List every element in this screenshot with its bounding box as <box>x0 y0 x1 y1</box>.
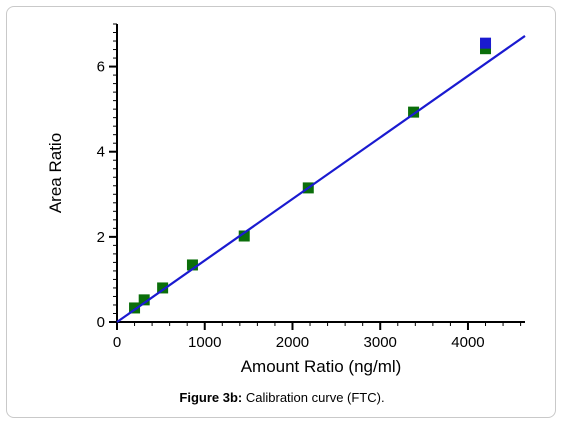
y-tick-label: 0 <box>97 314 105 331</box>
data-point-marker <box>186 259 198 271</box>
data-point-marker <box>129 302 141 314</box>
plot-area: 0 2 4 6 0 1000 2000 3000 4000 Amount Ratio (ng/ml… <box>46 23 526 376</box>
y-axis-title: Area Ratio <box>46 133 65 213</box>
x-tick-label: 4000 <box>451 334 484 351</box>
figure-frame <box>6 6 556 418</box>
y-tick-label: 4 <box>97 144 105 161</box>
data-point-marker <box>408 106 420 118</box>
data-point-marker <box>480 43 492 55</box>
x-tick-label: 3000 <box>364 334 397 351</box>
y-tick-label: 6 <box>97 59 105 76</box>
x-tick-label: 0 <box>113 334 121 351</box>
y-tick-label: 2 <box>97 229 105 246</box>
x-tick-label: 1000 <box>188 334 221 351</box>
x-axis-title: Amount Ratio (ng/ml) <box>241 357 402 376</box>
data-point-marker <box>138 294 150 306</box>
caption-text: Calibration curve (FTC). <box>245 390 385 405</box>
calibration-chart: 0 2 4 6 0 1000 2000 3000 4000 Amount Ratio (ng/ml… <box>46 23 526 376</box>
x-tick-label: 2000 <box>276 334 309 351</box>
data-point-marker <box>480 37 492 49</box>
figure-caption: Figure 3b: Calibration curve (FTC). <box>0 390 564 405</box>
data-point-marker <box>157 282 169 294</box>
regression-line <box>116 35 526 323</box>
caption-label: Figure 3b: <box>179 390 243 405</box>
data-point-marker <box>238 230 250 242</box>
